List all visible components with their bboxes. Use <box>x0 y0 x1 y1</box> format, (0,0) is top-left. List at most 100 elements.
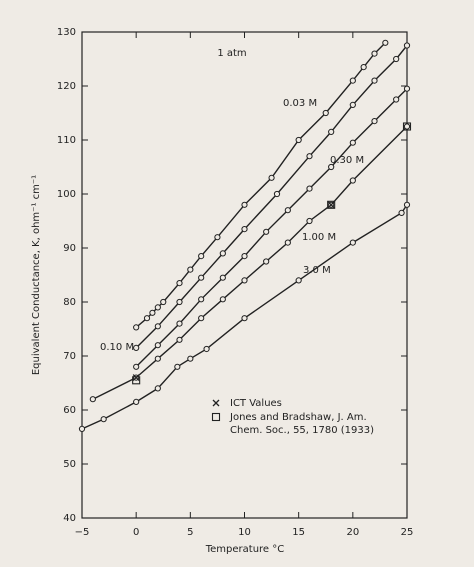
data-point <box>143 315 151 322</box>
x-tick-label: 0 <box>133 527 139 538</box>
data-point <box>187 266 194 273</box>
legend-marker <box>327 200 336 209</box>
data-point <box>174 363 181 370</box>
data-point <box>306 153 313 160</box>
data-point <box>371 118 378 125</box>
data-point <box>349 177 356 184</box>
data-point <box>133 398 140 405</box>
data-point <box>306 185 313 192</box>
data-point <box>328 128 335 135</box>
data-point <box>284 239 291 246</box>
data-point <box>176 336 183 343</box>
data-point <box>241 277 248 284</box>
x-tick-label: 25 <box>401 527 414 538</box>
series-label: 1.00 M <box>302 232 336 243</box>
data-point <box>198 315 205 322</box>
legend-marker <box>132 376 141 385</box>
data-point <box>203 345 210 353</box>
y-tick-label: 50 <box>63 459 76 470</box>
x-axis-label: Temperature °C <box>205 544 285 555</box>
data-point <box>214 234 221 241</box>
legend-marker <box>327 201 335 209</box>
x-tick-label: 5 <box>187 527 193 538</box>
x-tick-label: −5 <box>75 527 90 538</box>
data-point <box>133 324 140 331</box>
data-point <box>89 396 96 403</box>
y-tick-label: 110 <box>57 135 76 146</box>
data-point <box>403 201 411 208</box>
data-point <box>403 85 411 92</box>
series-line <box>135 88 408 368</box>
data-point <box>306 217 313 225</box>
data-point <box>328 163 335 171</box>
data-point <box>295 136 302 144</box>
data-point <box>198 253 205 260</box>
data-point <box>133 344 140 351</box>
data-point <box>263 228 270 235</box>
legend-marker <box>132 374 140 382</box>
data-point <box>403 42 411 49</box>
x-tick-label: 10 <box>238 527 251 538</box>
data-point <box>154 342 161 349</box>
data-point <box>241 201 248 208</box>
legend-label: ICT Values <box>230 398 282 409</box>
y-tick-label: 120 <box>57 81 76 92</box>
data-point <box>241 253 248 260</box>
y-axis-label: Equivalent Conductance, K, ohm⁻¹ cm⁻¹ <box>31 175 42 375</box>
data-point <box>382 39 389 46</box>
legend-symbol <box>211 412 221 422</box>
data-point <box>219 274 226 281</box>
data-point <box>263 258 270 265</box>
data-point <box>398 209 405 216</box>
data-point <box>154 355 161 362</box>
data-point <box>154 385 161 392</box>
data-point <box>273 190 281 198</box>
data-point <box>349 139 356 146</box>
data-point <box>198 296 205 303</box>
series-line <box>92 126 408 400</box>
data-point <box>371 77 378 84</box>
data-point <box>198 274 205 281</box>
series-label: 0.10 M <box>100 342 134 353</box>
data-point <box>371 50 378 57</box>
data-point <box>100 416 107 423</box>
y-tick-label: 60 <box>63 405 76 416</box>
series-label: 0.03 M <box>283 98 317 109</box>
y-tick-label: 90 <box>63 243 76 254</box>
data-point <box>268 174 275 181</box>
data-point <box>349 101 356 109</box>
data-point <box>393 96 400 103</box>
data-point <box>241 226 248 233</box>
data-point <box>176 320 183 327</box>
legend-label: Jones and Bradshaw, J. Am. <box>229 412 367 423</box>
data-point <box>160 298 167 306</box>
series-label: 0.30 M <box>330 155 364 166</box>
data-point <box>403 123 411 130</box>
legend-label: Chem. Soc., 55, 1780 (1933) <box>230 425 374 436</box>
data-point <box>322 109 329 117</box>
y-tick-label: 100 <box>57 189 76 200</box>
x-tick-label: 20 <box>346 527 359 538</box>
legend-symbol <box>212 399 220 407</box>
data-point <box>284 207 291 214</box>
data-point <box>349 77 356 84</box>
data-point <box>295 277 302 284</box>
y-tick-label: 40 <box>63 513 76 524</box>
data-point <box>133 363 140 370</box>
data-point <box>219 296 226 303</box>
y-tick-label: 80 <box>63 297 76 308</box>
legend-marker <box>402 122 412 131</box>
data-point <box>393 55 400 63</box>
series-line <box>81 204 408 430</box>
annotation: 1 atm <box>217 48 246 59</box>
data-point <box>349 239 356 246</box>
data-point <box>78 425 86 432</box>
plot-frame <box>81 31 408 519</box>
x-tick-label: 15 <box>292 527 305 538</box>
data-point <box>176 280 183 287</box>
data-point <box>360 64 367 71</box>
data-point <box>149 309 156 316</box>
data-point <box>241 315 248 322</box>
